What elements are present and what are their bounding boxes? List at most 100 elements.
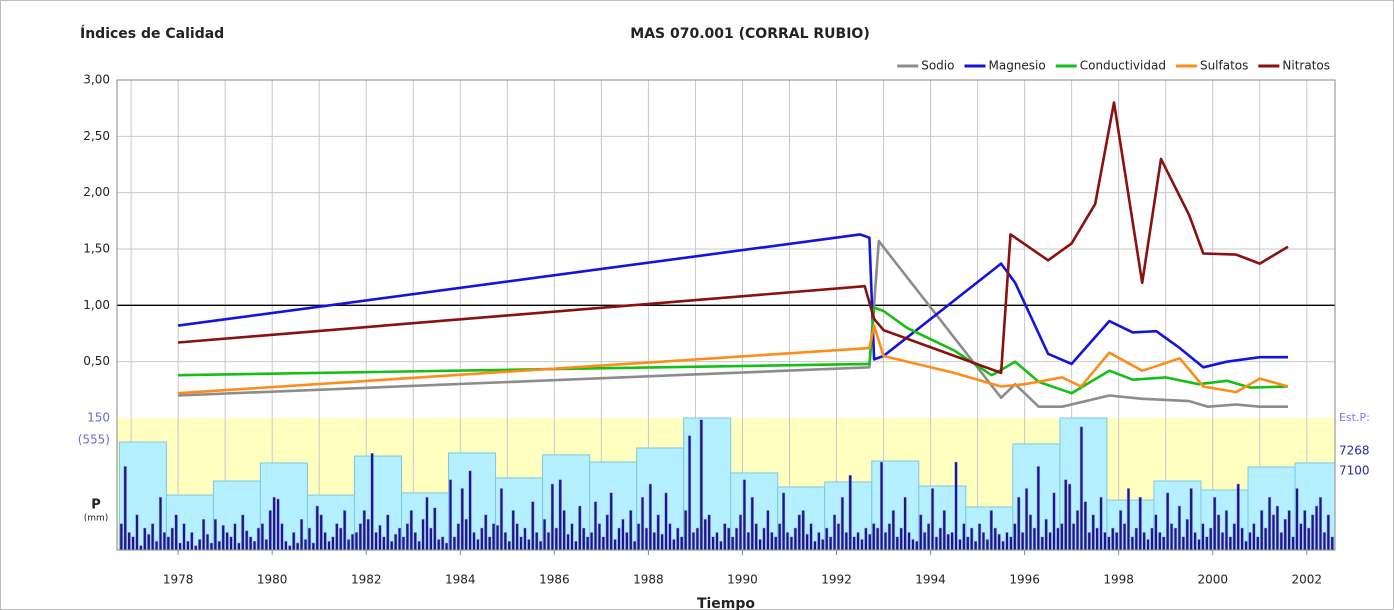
monthly-bar bbox=[1256, 536, 1260, 551]
monthly-bar bbox=[656, 514, 660, 551]
monthly-bar bbox=[523, 527, 527, 551]
monthly-bar bbox=[954, 461, 958, 551]
monthly-bar bbox=[593, 501, 598, 551]
monthly-bar bbox=[566, 533, 570, 551]
monthly-bar bbox=[919, 514, 923, 551]
monthly-bar bbox=[684, 510, 688, 551]
monthly-bar bbox=[1009, 536, 1013, 551]
monthly-bar bbox=[233, 523, 237, 551]
monthly-bar bbox=[1087, 532, 1091, 551]
monthly-bar bbox=[785, 532, 790, 551]
monthly-bar bbox=[143, 527, 147, 551]
monthly-bar bbox=[1001, 540, 1005, 551]
monthly-bar bbox=[417, 540, 421, 551]
monthly-bar bbox=[680, 536, 684, 551]
monthly-bar bbox=[1318, 496, 1323, 551]
monthly-bar bbox=[495, 525, 500, 551]
monthly-bar bbox=[229, 536, 233, 551]
monthly-bar bbox=[930, 488, 935, 551]
monthly-bar bbox=[542, 518, 547, 551]
est-value: 7268 bbox=[1339, 444, 1370, 458]
monthly-bar bbox=[789, 536, 794, 551]
monthly-bar bbox=[856, 532, 860, 551]
monthly-bar bbox=[993, 527, 997, 551]
monthly-bar bbox=[1158, 532, 1162, 551]
monthly-bar bbox=[194, 545, 198, 551]
monthly-bar bbox=[840, 496, 845, 551]
monthly-bar bbox=[872, 523, 876, 551]
monthly-bar bbox=[527, 539, 531, 551]
monthly-bar bbox=[1291, 536, 1295, 551]
monthly-bar bbox=[1032, 527, 1037, 551]
monthly-bar bbox=[382, 536, 386, 551]
monthly-bar bbox=[1311, 514, 1315, 551]
monthly-bar bbox=[1166, 492, 1170, 551]
monthly-bar bbox=[1299, 523, 1303, 551]
monthly-bar bbox=[1134, 527, 1138, 551]
monthly-bar bbox=[546, 532, 551, 551]
monthly-bar bbox=[629, 510, 633, 551]
annual-bar bbox=[1200, 489, 1249, 551]
monthly-bar bbox=[687, 435, 692, 551]
monthly-bar bbox=[923, 532, 927, 551]
monthly-bar bbox=[299, 518, 304, 551]
monthly-bar bbox=[766, 510, 770, 551]
monthly-bar bbox=[362, 510, 366, 551]
monthly-bar bbox=[938, 527, 942, 551]
chart-title: MAS 070.001 (CORRAL RUBIO) bbox=[630, 26, 869, 42]
monthly-bar bbox=[425, 496, 429, 551]
monthly-bar bbox=[1013, 523, 1017, 551]
monthly-bar bbox=[413, 532, 417, 551]
monthly-bar bbox=[825, 527, 829, 551]
monthly-bar bbox=[1279, 532, 1283, 551]
x-tick-label: 1984 bbox=[445, 573, 476, 587]
monthly-bar bbox=[390, 540, 394, 551]
monthly-bar bbox=[558, 479, 562, 551]
monthly-bar bbox=[507, 540, 511, 551]
monthly-bar bbox=[237, 542, 241, 551]
monthly-bar bbox=[241, 514, 245, 551]
monthly-bar bbox=[350, 533, 355, 551]
monthly-bar bbox=[970, 527, 974, 551]
monthly-bar bbox=[997, 533, 1001, 551]
monthly-bar bbox=[1111, 527, 1115, 551]
monthly-bar bbox=[221, 525, 225, 551]
monthly-bar bbox=[441, 536, 445, 551]
monthly-bar bbox=[1303, 510, 1307, 551]
monthly-bar bbox=[539, 540, 543, 551]
annual-bar bbox=[259, 462, 308, 551]
monthly-bar bbox=[1040, 536, 1044, 551]
monthly-bar bbox=[554, 527, 558, 551]
y-tick-label: 3,00 bbox=[83, 73, 110, 87]
monthly-bar bbox=[1142, 532, 1146, 551]
monthly-bar bbox=[562, 510, 566, 551]
monthly-bar bbox=[758, 539, 762, 551]
monthly-bar bbox=[264, 539, 268, 551]
monthly-bar bbox=[1322, 532, 1327, 551]
monthly-bar bbox=[1021, 532, 1025, 551]
monthly-bar bbox=[131, 536, 135, 551]
monthly-bar bbox=[848, 474, 852, 551]
monthly-bar bbox=[1216, 514, 1221, 551]
monthly-bar bbox=[213, 518, 217, 551]
monthly-bar bbox=[672, 539, 676, 551]
monthly-bar bbox=[891, 510, 895, 551]
precip-unit: (mm) bbox=[84, 514, 109, 524]
monthly-bar bbox=[394, 533, 398, 551]
monthly-bar bbox=[911, 539, 915, 551]
monthly-bar bbox=[401, 536, 406, 551]
monthly-bar bbox=[480, 527, 484, 551]
monthly-bar bbox=[907, 532, 911, 551]
monthly-bar bbox=[586, 536, 590, 551]
annual-bar bbox=[777, 486, 826, 551]
monthly-bar bbox=[405, 523, 410, 551]
monthly-bar bbox=[699, 419, 703, 551]
monthly-bar bbox=[625, 532, 629, 551]
monthly-bar bbox=[668, 523, 672, 551]
monthly-bar bbox=[225, 532, 229, 551]
monthly-bar bbox=[444, 542, 449, 551]
monthly-bar bbox=[809, 523, 813, 551]
y-tick-label: 0,50 bbox=[83, 354, 110, 368]
